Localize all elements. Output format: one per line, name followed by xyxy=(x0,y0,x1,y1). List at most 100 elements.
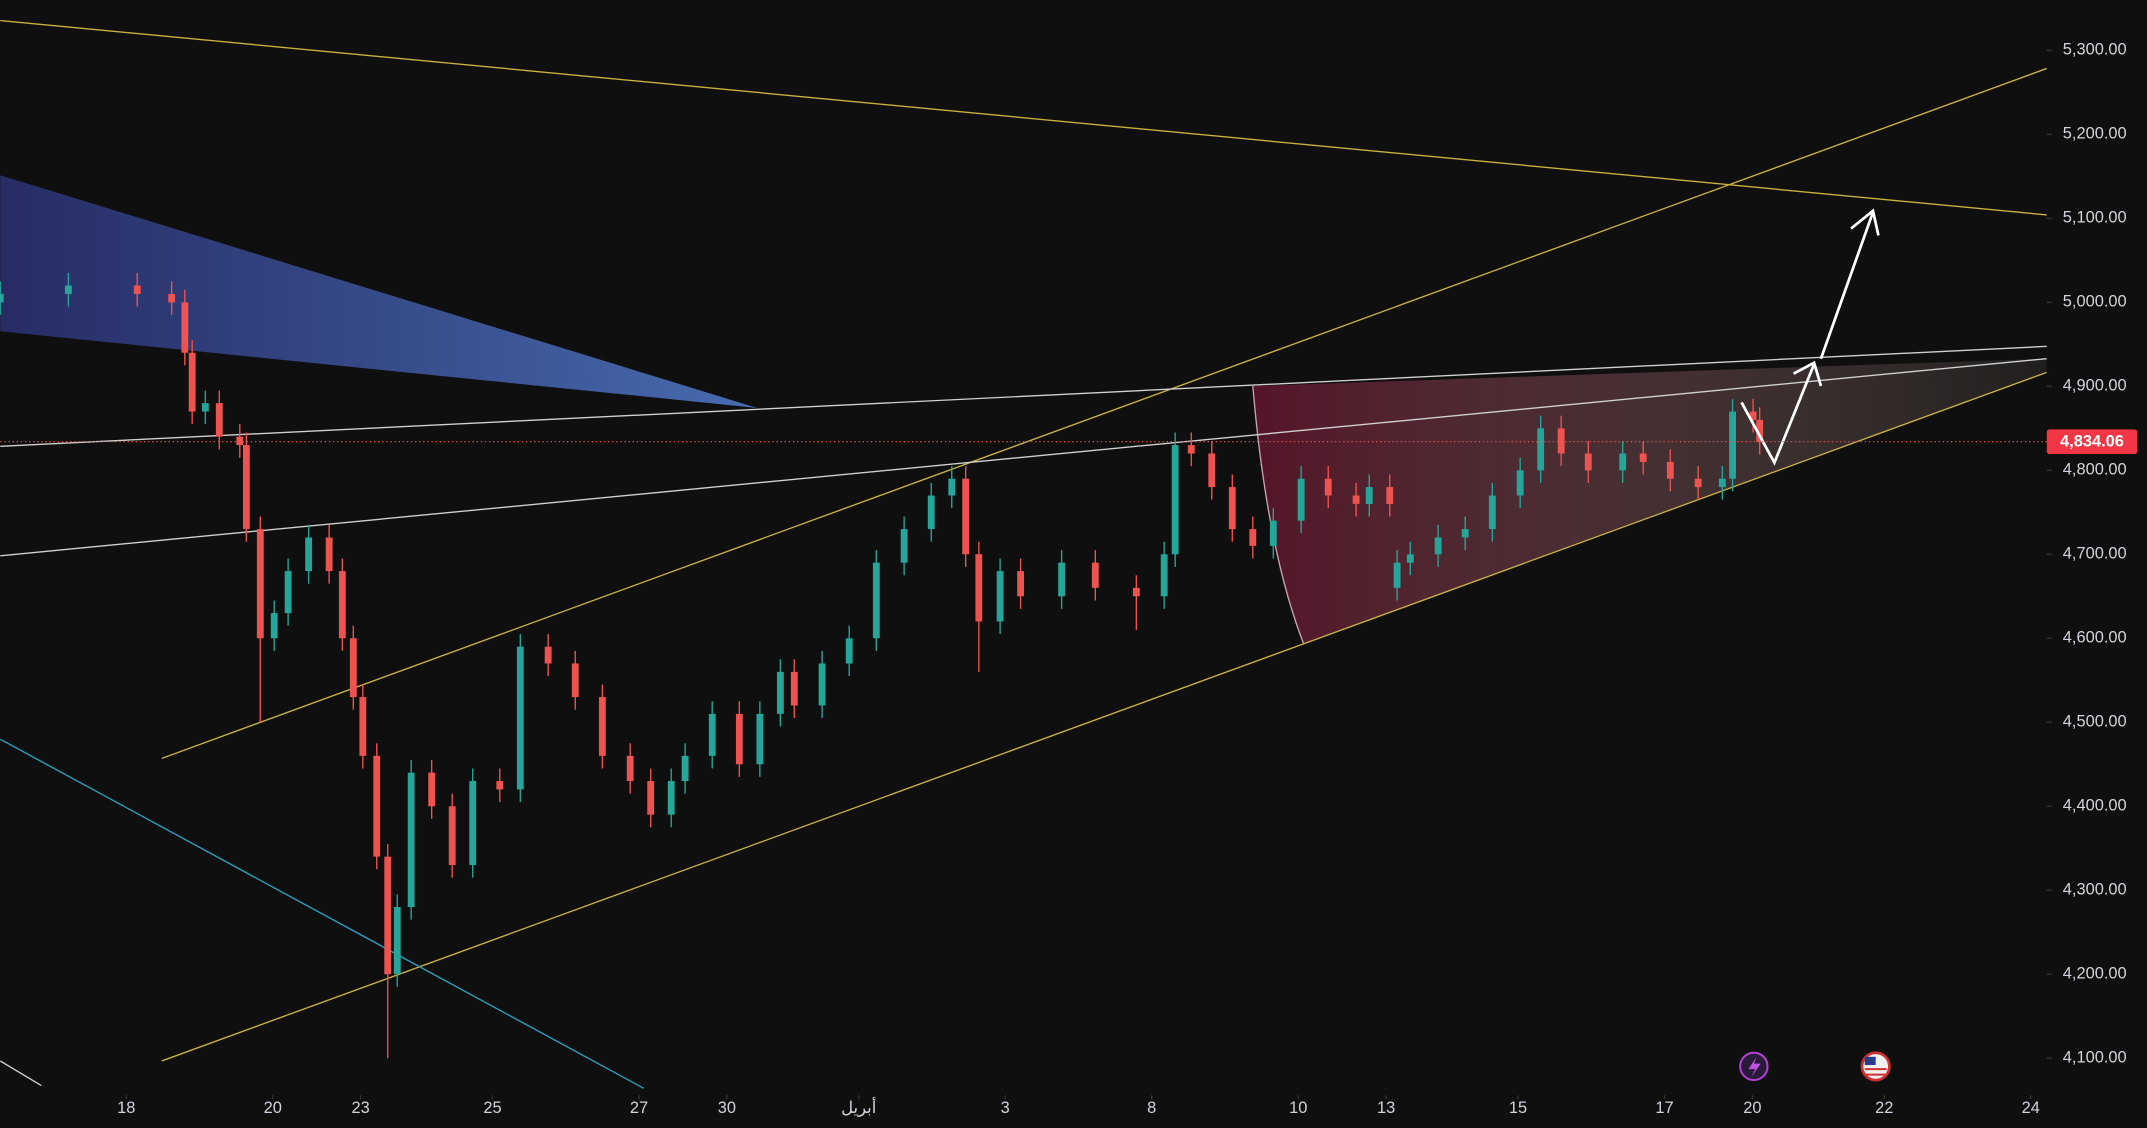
candle-body xyxy=(338,571,346,639)
candle-body xyxy=(818,663,826,706)
x-tick-label: 24 xyxy=(2022,1099,2040,1117)
y-tick-label: 4,400.00 xyxy=(2063,797,2127,815)
candle-body xyxy=(384,856,392,975)
candle-body xyxy=(845,638,853,664)
candle-body xyxy=(349,638,357,698)
candle-body xyxy=(236,436,244,446)
time-axis xyxy=(0,1095,2147,1128)
x-tick-label: 27 xyxy=(630,1099,648,1117)
candle-body xyxy=(469,781,477,866)
candle-body xyxy=(270,613,278,639)
candle-body xyxy=(1297,478,1305,521)
x-tick-label: 18 xyxy=(117,1099,135,1117)
candle-body xyxy=(1228,487,1236,530)
candle-body xyxy=(256,529,264,639)
x-tick-label: 23 xyxy=(352,1099,370,1117)
y-tick-label: 5,000.00 xyxy=(2063,293,2127,311)
candle-body xyxy=(1461,529,1469,538)
y-tick-label: 4,900.00 xyxy=(2063,377,2127,395)
candle-body xyxy=(1249,529,1257,546)
x-tick-label: 30 xyxy=(718,1099,736,1117)
candle-body xyxy=(1537,428,1545,471)
candle-body xyxy=(1488,495,1496,530)
candle-body xyxy=(1160,554,1168,597)
lightning-icon xyxy=(1748,1056,1761,1078)
candle-body xyxy=(1187,445,1195,454)
x-tick-label: 20 xyxy=(264,1099,282,1117)
candle-body xyxy=(1352,495,1360,504)
candle-body xyxy=(1557,428,1565,454)
candle-body xyxy=(996,571,1004,622)
arrow xyxy=(1819,211,1875,360)
candle-body xyxy=(872,562,880,639)
candle-body xyxy=(215,403,223,437)
candle-body xyxy=(1516,470,1524,496)
y-tick-label: 4,300.00 xyxy=(2063,881,2127,899)
candle-body xyxy=(181,302,189,353)
price-label-box xyxy=(2046,429,2138,455)
candle-body xyxy=(359,697,367,756)
candle-body xyxy=(1639,453,1647,462)
drawings xyxy=(0,19,2048,1089)
x-tick-label: 13 xyxy=(1377,1099,1395,1117)
candle-body xyxy=(927,495,935,530)
candle-body xyxy=(1058,562,1066,597)
candle-body xyxy=(647,781,655,815)
candle-body xyxy=(900,529,908,563)
candle-body xyxy=(1718,478,1726,488)
fan-shape xyxy=(0,175,758,408)
x-tick-label: 3 xyxy=(1001,1099,1010,1117)
candle-body xyxy=(708,713,716,756)
candle-body xyxy=(1208,453,1216,488)
trend-line xyxy=(0,738,644,1089)
x-tick-label: 8 xyxy=(1147,1099,1156,1117)
price-label: 4,834.06 xyxy=(2060,433,2124,451)
candle-body xyxy=(975,554,983,622)
candle-body xyxy=(948,478,956,496)
candle-body xyxy=(1171,445,1179,555)
arrow-head xyxy=(1792,360,1823,387)
candle-body xyxy=(544,646,552,664)
candle-body xyxy=(373,755,381,857)
y-tick-label: 4,500.00 xyxy=(2063,713,2127,731)
x-tick-label: 15 xyxy=(1509,1099,1527,1117)
candle-body xyxy=(776,671,784,714)
candle-body xyxy=(1584,453,1592,471)
x-tick-label: 25 xyxy=(483,1099,501,1117)
y-tick-label: 4,700.00 xyxy=(2063,545,2127,563)
candle-body xyxy=(1666,461,1674,479)
y-tick-label: 5,100.00 xyxy=(2063,209,2127,227)
candle-body xyxy=(1694,478,1702,488)
candles xyxy=(0,272,1764,1059)
candle-body xyxy=(626,755,634,782)
candle-body xyxy=(667,781,675,815)
candle-body xyxy=(242,445,250,530)
candle-body xyxy=(1756,419,1764,442)
candle-body xyxy=(0,293,4,303)
candle-body xyxy=(496,781,504,790)
trend-line xyxy=(161,67,2048,760)
candle-body xyxy=(284,571,292,614)
y-tick-label: 5,200.00 xyxy=(2063,125,2127,143)
trend-line xyxy=(0,357,2047,557)
x-tick-label: 22 xyxy=(1875,1099,1893,1117)
y-tick-label: 4,200.00 xyxy=(2063,965,2127,983)
candle-body xyxy=(516,646,524,790)
candle-body xyxy=(448,806,456,866)
arrow-head xyxy=(1850,208,1880,236)
candle-body xyxy=(1132,587,1140,597)
trend-line xyxy=(0,345,2047,447)
candle-body xyxy=(681,755,689,782)
candle-body xyxy=(735,713,743,765)
trend-line xyxy=(0,19,2047,216)
y-tick-label: 4,800.00 xyxy=(2063,461,2127,479)
candle-body xyxy=(790,671,798,706)
candle-body xyxy=(305,537,313,572)
candle-body xyxy=(1017,571,1025,597)
candle-body xyxy=(1386,487,1394,504)
x-tick-label: أبريل xyxy=(841,1097,876,1117)
candle-body xyxy=(407,772,415,908)
x-tick-label: 20 xyxy=(1743,1099,1761,1117)
